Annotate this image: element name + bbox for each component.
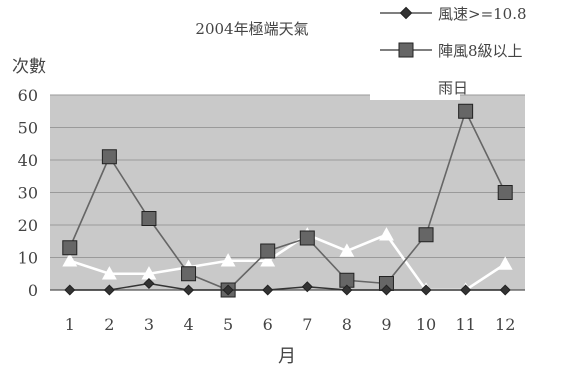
legend-item: 風速>=10.8	[380, 5, 527, 23]
data-point	[339, 243, 355, 257]
x-tick-label: 1	[65, 315, 75, 334]
x-tick-label: 10	[416, 315, 436, 334]
data-point	[183, 284, 195, 296]
series-group	[62, 103, 513, 298]
y-tick-label: 0	[28, 281, 38, 300]
y-axis-ticks: 0 10 20 30 40 50 60	[18, 86, 38, 300]
x-tick-label: 7	[302, 315, 312, 334]
data-point	[260, 243, 276, 259]
legend-marker	[398, 42, 414, 58]
x-axis-label: 月	[278, 346, 296, 367]
data-point	[62, 240, 78, 256]
legend-mask	[370, 88, 460, 100]
data-point	[379, 227, 394, 241]
legend-label: 風速>=10.8	[438, 5, 527, 23]
legend-marker	[399, 6, 413, 20]
y-tick-label: 30	[18, 184, 38, 203]
y-tick-label: 50	[18, 119, 38, 138]
data-point	[220, 253, 236, 267]
data-point	[497, 256, 513, 270]
series-line	[69, 282, 506, 291]
legend-label: 陣風8級以上	[438, 42, 523, 60]
data-point	[341, 284, 353, 296]
x-tick-label: 9	[381, 315, 391, 334]
data-point	[262, 284, 274, 296]
data-point	[418, 227, 434, 243]
chart-title: 2004年極端天氣	[195, 20, 308, 38]
y-tick-label: 10	[18, 249, 38, 268]
data-point	[299, 230, 315, 246]
series-1	[64, 277, 511, 296]
data-point	[101, 266, 117, 280]
series-line	[69, 109, 506, 291]
series-2	[62, 103, 513, 298]
legend-item: 雨日	[438, 79, 468, 97]
y-tick-label: 20	[18, 216, 38, 235]
x-tick-label: 4	[183, 315, 193, 334]
x-tick-label: 12	[495, 315, 515, 334]
x-tick-label: 8	[342, 315, 352, 334]
data-point	[222, 284, 234, 296]
legend-item: 陣風8級以上	[380, 42, 523, 60]
data-point	[458, 103, 474, 119]
x-tick-label: 11	[455, 315, 475, 334]
x-tick-label: 5	[223, 315, 233, 334]
x-tick-label: 2	[104, 315, 114, 334]
data-point	[64, 284, 76, 296]
data-point	[420, 284, 432, 296]
data-point	[103, 284, 115, 296]
data-point	[181, 266, 197, 282]
x-tick-label: 6	[263, 315, 273, 334]
data-point	[260, 253, 276, 267]
x-axis-ticks: 1 2 3 4 5 6 7 8 9 10 11 12	[65, 315, 516, 334]
data-point	[497, 185, 513, 200]
data-point	[301, 281, 313, 293]
data-point	[499, 284, 511, 296]
data-point	[101, 149, 117, 165]
data-point	[141, 211, 157, 226]
data-point	[380, 284, 392, 296]
x-tick-label: 3	[144, 315, 154, 334]
y-axis-label: 次數	[12, 57, 46, 77]
data-point	[143, 277, 155, 290]
data-point	[62, 253, 78, 267]
y-tick-label: 60	[18, 86, 38, 105]
y-tick-label: 40	[18, 151, 38, 170]
legend-label: 雨日	[438, 79, 468, 97]
data-point	[460, 284, 472, 296]
